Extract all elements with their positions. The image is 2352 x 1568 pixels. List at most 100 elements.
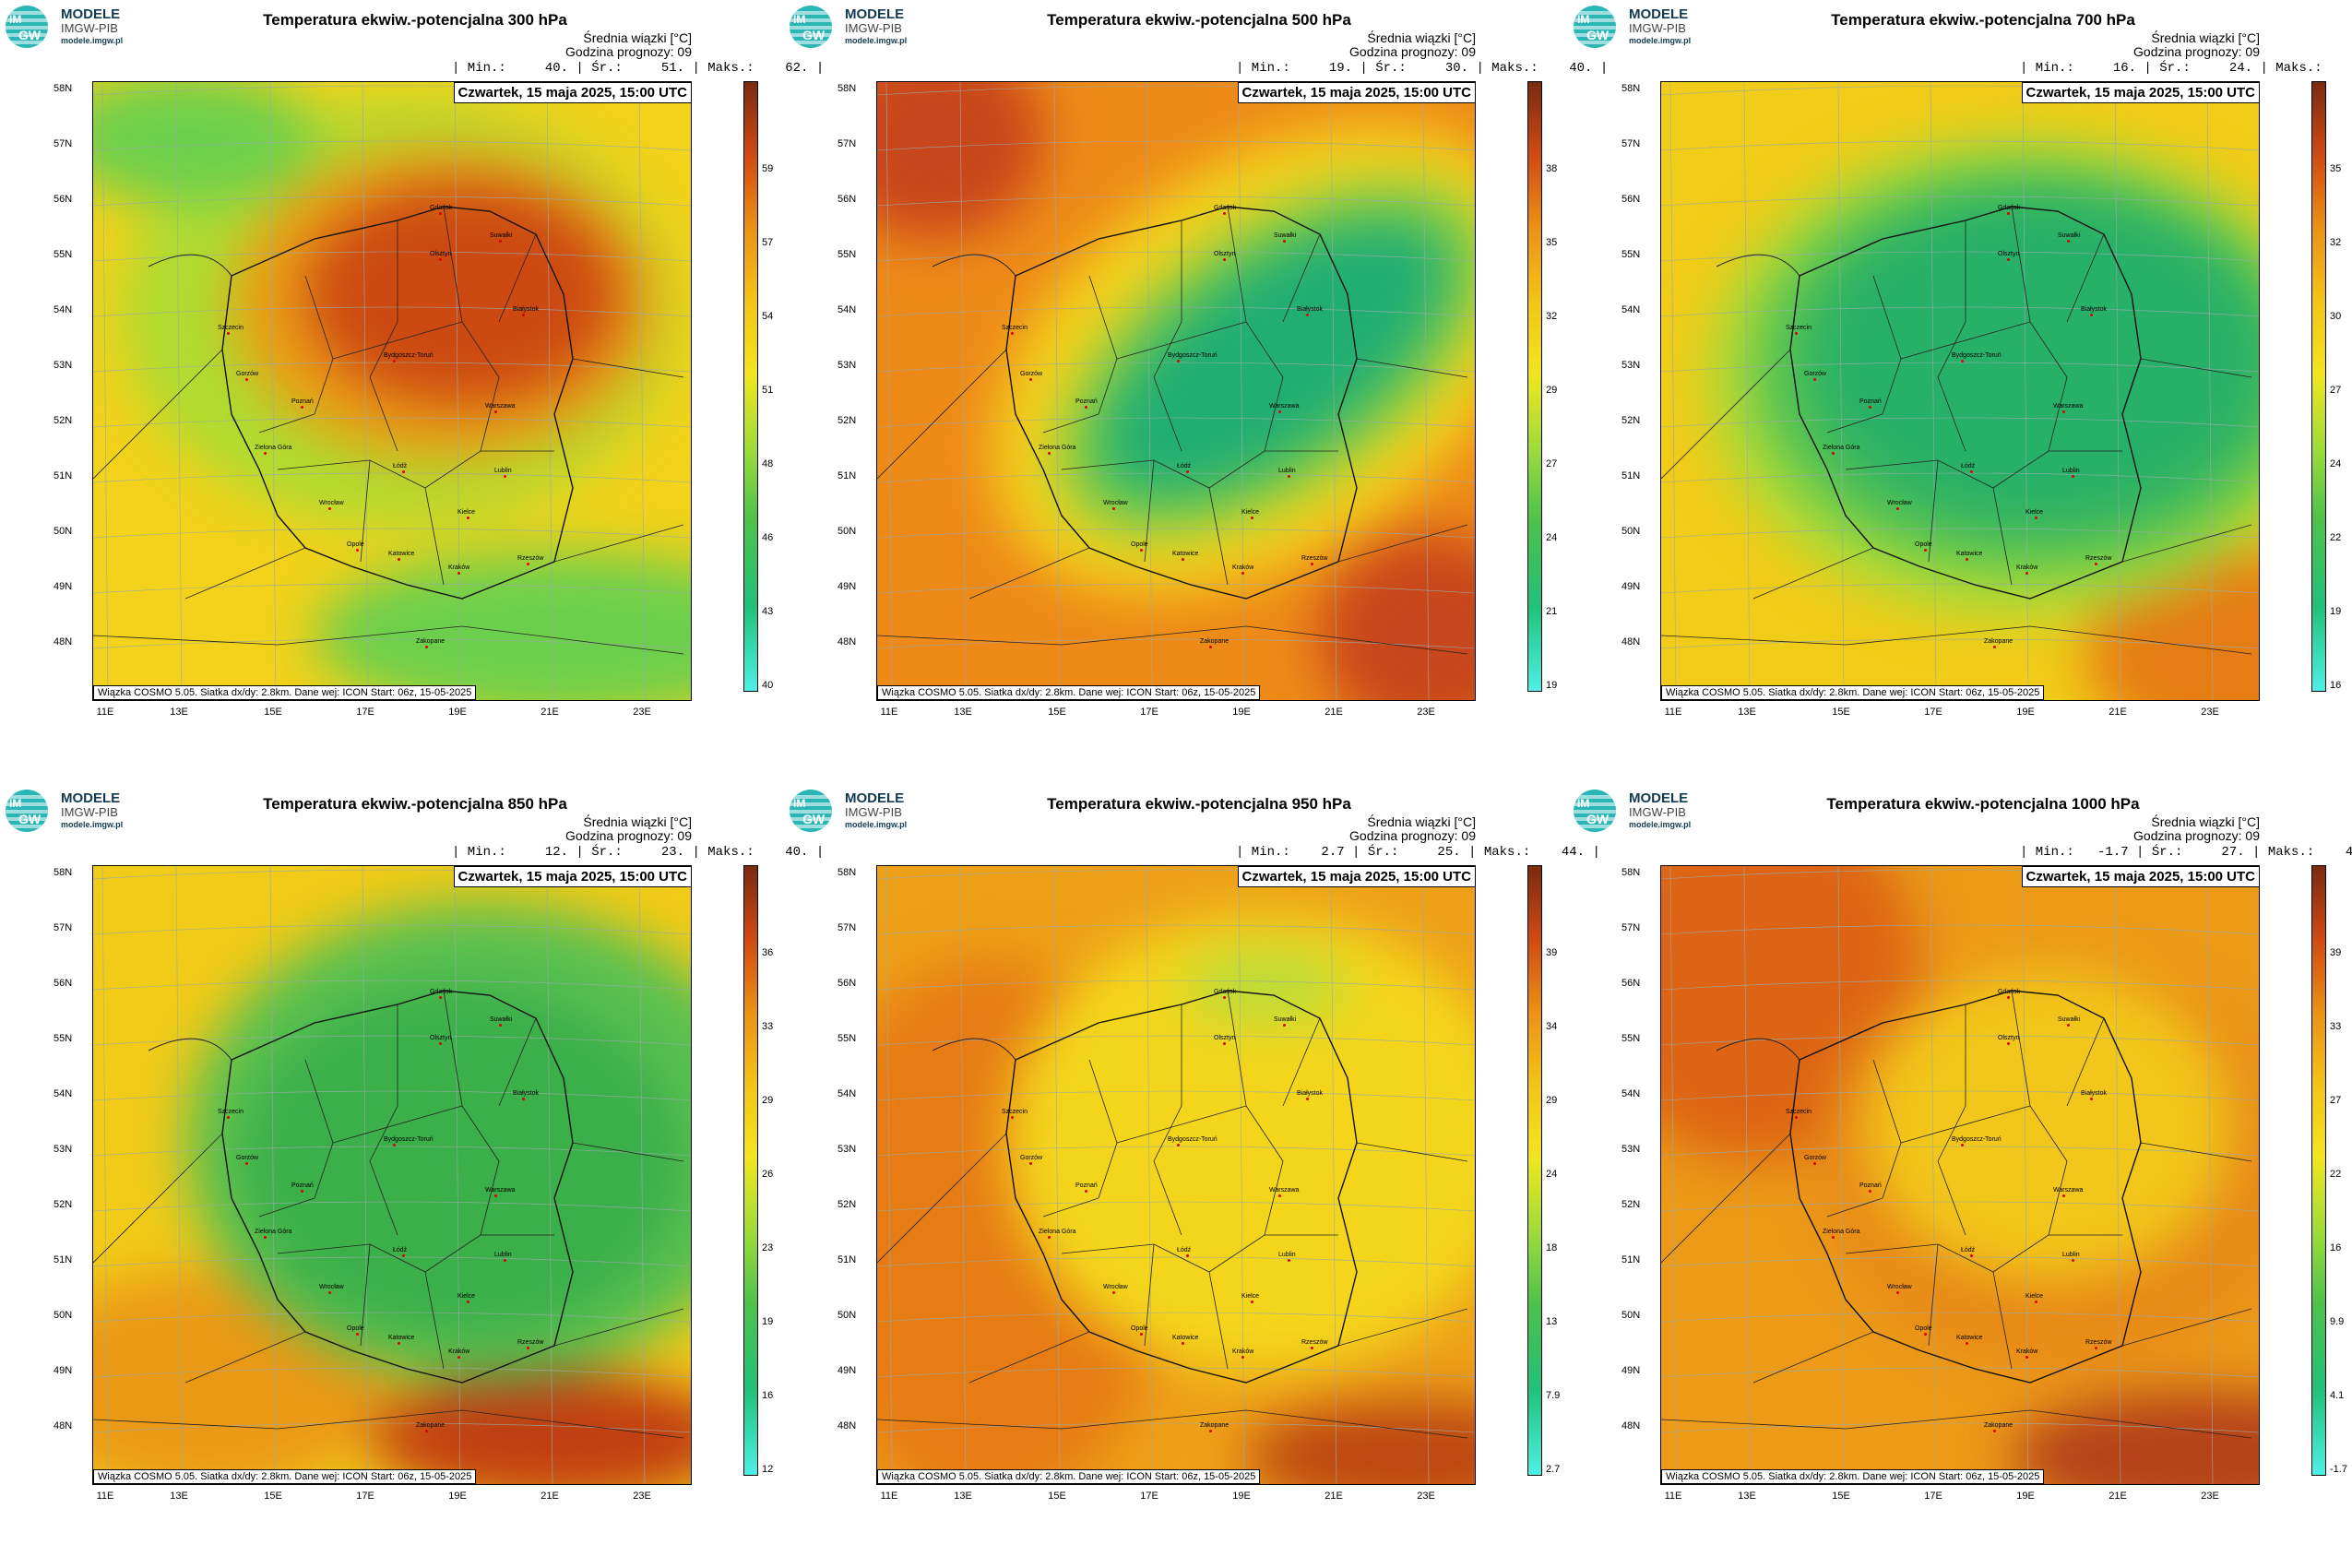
colorbar-label: 7.9 [1546, 1390, 1561, 1401]
map-title: Temperatura ekwiw.-potencjalna 500 hPa [1047, 11, 1351, 29]
colorbar-label: 54 [762, 311, 774, 322]
brand-title: MODELE [61, 790, 121, 806]
brand-title: MODELE [1629, 790, 1689, 806]
map-panel: IM GW MODELE IMGW-PIB modele.imgw.pl Temp… [0, 0, 824, 784]
latitude-label: 55N [53, 249, 73, 260]
city-marker [467, 517, 469, 519]
city-marker [2072, 1259, 2074, 1262]
city-marker [1177, 1144, 1180, 1146]
longitude-label: 11E [96, 707, 114, 718]
city-label: Katowice [1172, 1335, 1199, 1341]
longitude-label: 15E [1832, 707, 1850, 718]
footer-note: Wiązka COSMO 5.05. Siatka dx/dy: 2.8km. … [877, 1469, 1261, 1484]
city-marker [1924, 1333, 1927, 1336]
imgw-logo: IM GW MODELE IMGW-PIB modele.imgw.pl [1574, 790, 1712, 836]
latitude-label: 51N [837, 470, 857, 481]
latitude-label: 54N [1621, 304, 1641, 315]
brand-title: MODELE [845, 6, 905, 22]
city-label: Kraków [1232, 1348, 1254, 1355]
colorbar-label: 24 [1546, 1169, 1558, 1180]
date-label: Czwartek, 15 maja 2025, 15:00 UTC [1237, 82, 1475, 103]
city-label: Wrocław [1887, 1284, 1912, 1290]
city-marker [1251, 517, 1253, 519]
city-label: Warszawa [485, 403, 516, 410]
latitude-label: 57N [837, 138, 857, 149]
map-area: Czwartek, 15 maja 2025, 15:00 UTC Wiązka… [1660, 81, 2260, 701]
longitude-label: 17E [1924, 1491, 1942, 1502]
forecast-hour: Godzina prognozy: 09 [1349, 44, 1476, 59]
city-label: Lublin [494, 468, 512, 474]
brand-subtitle: IMGW-PIB [61, 21, 118, 35]
city-marker [1283, 240, 1286, 243]
city-label: Łódź [393, 463, 408, 469]
city-marker [2090, 1098, 2093, 1100]
map-svg [1661, 82, 2259, 700]
city-marker [499, 240, 502, 243]
city-marker [1993, 1430, 1996, 1432]
city-marker [356, 1333, 359, 1336]
longitude-label: 11E [880, 707, 898, 718]
city-marker [398, 1342, 400, 1345]
colorbar-label: 18 [1546, 1242, 1558, 1253]
colorbar-label: 16 [762, 1390, 774, 1401]
latitude-label: 57N [53, 922, 73, 933]
longitude-label: 11E [96, 1491, 114, 1502]
city-label: Poznań [1075, 398, 1098, 405]
footer-note: Wiązka COSMO 5.05. Siatka dx/dy: 2.8km. … [1661, 1469, 2045, 1484]
city-marker [439, 996, 442, 999]
city-label: Bydgoszcz-Toruń [1168, 1136, 1218, 1143]
stats-line: | Min.: -1.7 | Śr.: 27. | Maks.: 46. | [2020, 845, 2352, 860]
brand-subtitle: IMGW-PIB [845, 21, 902, 35]
colorbar-label: 32 [2330, 237, 2342, 248]
city-marker [2007, 996, 2010, 999]
colorbar-label: 23 [762, 1242, 774, 1253]
colorbar-label: 12 [762, 1464, 774, 1475]
longitude-label: 19E [448, 1491, 467, 1502]
city-marker [245, 378, 248, 381]
city-label: Suwałki [2058, 232, 2081, 239]
city-label: Zakopane [1984, 638, 2013, 645]
city-marker [1223, 996, 1226, 999]
longitude-label: 15E [264, 707, 282, 718]
city-marker [1029, 378, 1032, 381]
city-marker [1795, 332, 1798, 335]
city-marker [467, 1301, 469, 1303]
stats-line: | Min.: 2.7 | Śr.: 25. | Maks.: 44. | [1236, 845, 1600, 860]
colorbar-label: 48 [762, 458, 774, 469]
imgw-logo-icon: IM GW [790, 790, 832, 832]
city-marker [1869, 1190, 1871, 1193]
colorbar-label: 26 [762, 1169, 774, 1180]
city-marker [439, 258, 442, 261]
city-label: Wrocław [319, 1284, 344, 1290]
longitude-label: 15E [1048, 707, 1066, 718]
brand-title: MODELE [61, 6, 121, 22]
city-marker [1112, 1291, 1115, 1294]
city-marker [1288, 1259, 1290, 1262]
city-marker [1813, 1162, 1816, 1165]
city-label: Bydgoszcz-Toruń [1952, 1136, 2002, 1143]
city-marker [1048, 452, 1051, 455]
average-label: Średnia wiązki [°C] [583, 814, 692, 829]
latitude-label: 51N [53, 470, 73, 481]
city-label: Suwałki [1274, 1016, 1297, 1023]
city-marker [2062, 1194, 2065, 1197]
city-label: Katowice [388, 551, 415, 557]
colorbar-label: 27 [2330, 385, 2342, 396]
colorbar-label: 59 [762, 163, 774, 174]
colorbar-label: 35 [2330, 163, 2342, 174]
map-title: Temperatura ekwiw.-potencjalna 1000 hPa [1826, 795, 2140, 813]
latitude-label: 55N [837, 1033, 857, 1044]
latitude-label: 48N [53, 636, 73, 647]
city-marker [2035, 517, 2037, 519]
city-marker [1112, 507, 1115, 510]
longitude-label: 11E [880, 1491, 898, 1502]
latitude-label: 54N [53, 304, 73, 315]
latitude-label: 56N [53, 194, 73, 205]
city-marker [227, 332, 230, 335]
city-label: Zielona Góra [1823, 1229, 1860, 1235]
brand-url: modele.imgw.pl [61, 36, 124, 45]
colorbar-label: 29 [762, 1095, 774, 1106]
city-label: Gdańsk [430, 205, 453, 211]
average-label: Średnia wiązki [°C] [1367, 30, 1476, 45]
city-marker [328, 1291, 331, 1294]
